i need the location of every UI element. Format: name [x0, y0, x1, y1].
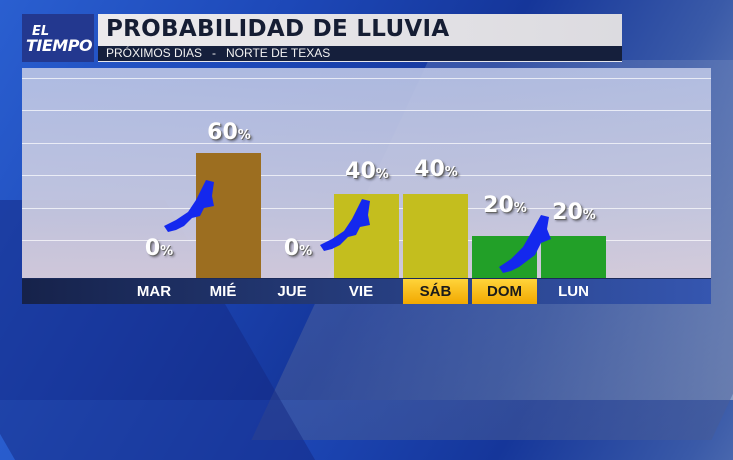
bar-sab	[403, 194, 468, 279]
day-label-vie: VIE	[348, 283, 374, 300]
day-label-sab: SÁB	[403, 279, 468, 304]
day-label-dom: DOM	[472, 279, 537, 304]
chart-title: PROBABILIDAD DE LLUVIA	[106, 16, 450, 42]
gridline	[22, 143, 711, 144]
gridline	[22, 78, 711, 79]
logo-line2: TIEMPO	[26, 36, 93, 55]
value-label-jue: 0%	[283, 236, 313, 261]
storm-track-icon	[320, 199, 370, 251]
rain-probability-chart: 0% 60% 0% 40% 40% 20% 20% MAR MIÉ JUE VI…	[22, 68, 711, 304]
value-label-lun: 20%	[552, 200, 596, 225]
subtitle-bar: PRÓXIMOS DIAS - NORTE DE TEXAS	[98, 46, 622, 62]
gridline	[22, 175, 711, 176]
day-label-mar: MAR	[136, 283, 172, 300]
bar-mie	[196, 153, 261, 279]
x-axis: MAR MIÉ JUE VIE SÁB DOM LUN	[22, 278, 711, 304]
chart-subtitle: PRÓXIMOS DIAS - NORTE DE TEXAS	[106, 46, 331, 60]
day-label-lun: LUN	[558, 283, 589, 300]
value-label-vie: 40%	[345, 159, 389, 184]
day-label-mie: MIÉ	[209, 283, 237, 300]
value-label-sab: 40%	[414, 157, 458, 182]
storm-track-icon	[499, 215, 551, 273]
value-label-dom: 20%	[483, 193, 527, 218]
value-label-mie: 60%	[207, 120, 251, 145]
bar-lun	[541, 236, 606, 279]
value-label-mar: 0%	[144, 236, 174, 261]
el-tiempo-logo: EL TIEMPO	[22, 14, 94, 62]
storm-track-icon	[164, 180, 214, 232]
logo-line1: EL	[32, 24, 50, 39]
day-label-jue: JUE	[277, 283, 307, 300]
title-bar: PROBABILIDAD DE LLUVIA	[98, 14, 622, 46]
gridline	[22, 110, 711, 111]
